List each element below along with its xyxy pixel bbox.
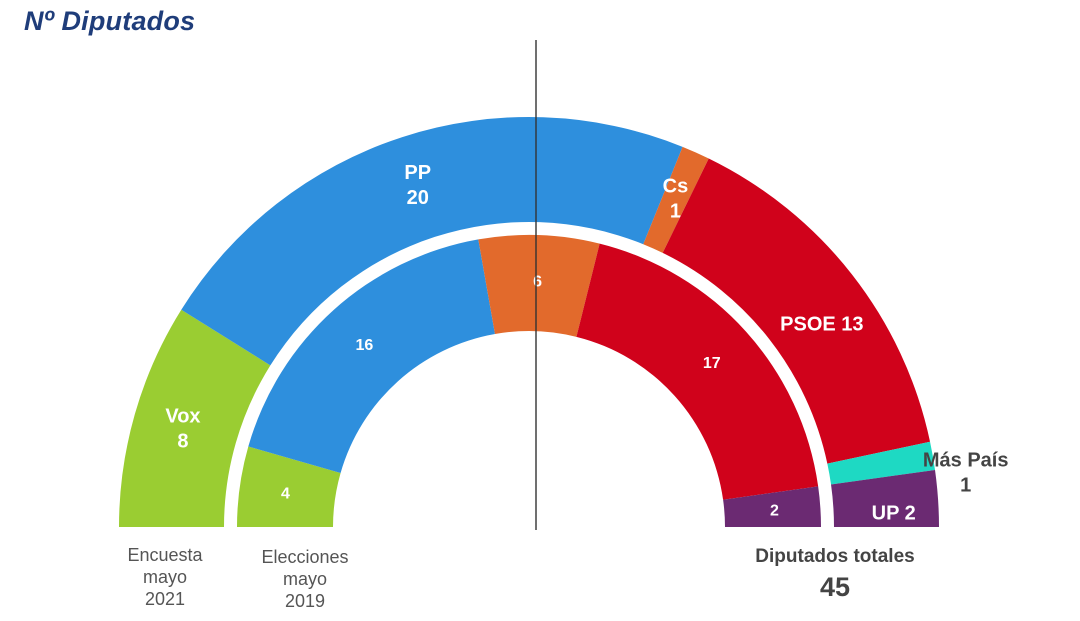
encuesta-cs-label: Cs 1	[663, 176, 689, 223]
total-value: 45	[819, 572, 851, 602]
encuesta-cs-segment	[643, 146, 709, 253]
encuesta-vox-segment	[119, 309, 271, 527]
caption-encuesta-line-2: mayo	[142, 567, 187, 587]
elecciones-vox-segment	[237, 446, 341, 527]
caption-encuesta-line-1: Encuesta	[127, 545, 203, 565]
caption-encuesta: Encuesta mayo 2021	[100, 544, 230, 610]
elecciones-cs-segment	[478, 235, 600, 337]
elecciones-psoe-label: 17	[703, 355, 721, 372]
encuesta-up-label: UP 2	[872, 502, 916, 524]
elecciones-pp-label: 16	[355, 337, 373, 354]
encuesta-pp-segment	[181, 116, 683, 366]
page-title: Nº Diputados	[24, 6, 196, 36]
elecciones-psoe-segment	[576, 243, 819, 500]
elecciones-pp-segment	[248, 239, 495, 473]
caption-elecciones-line-3: 2019	[284, 591, 326, 611]
total-block: Diputados totales 45	[720, 546, 950, 603]
encuesta-up-segment	[831, 469, 939, 527]
caption-encuesta-line-3: 2021	[144, 589, 186, 609]
encuesta-mas-pais-label: Más País 1	[923, 449, 1009, 496]
encuesta-pp-label: PP 20	[404, 162, 431, 209]
total-label: Diputados totales	[755, 546, 915, 567]
elecciones-cs-label: 6	[533, 274, 542, 291]
elecciones-up-segment	[723, 486, 822, 527]
encuesta-psoe-segment	[662, 158, 931, 464]
caption-elecciones-line-1: Elecciones	[261, 547, 349, 567]
encuesta-vox-label: Vox 8	[165, 405, 200, 452]
elecciones-up-label: 2	[770, 502, 779, 519]
caption-elecciones-line-2: mayo	[282, 569, 327, 589]
encuesta-psoe-label: PSOE 13	[780, 314, 863, 336]
elecciones-vox-label: 4	[281, 485, 290, 502]
caption-elecciones: Elecciones mayo 2019	[240, 546, 370, 612]
encuesta-mas-pais-segment	[827, 441, 936, 485]
